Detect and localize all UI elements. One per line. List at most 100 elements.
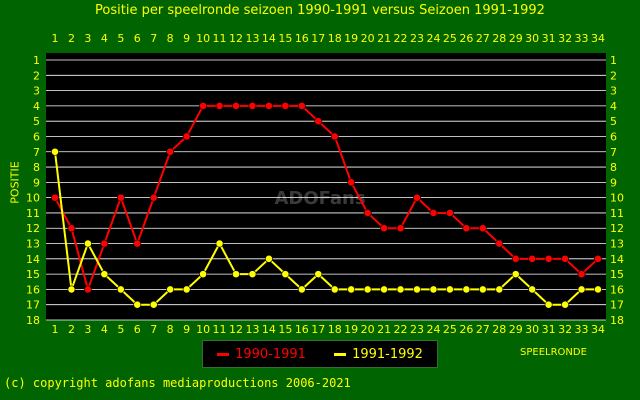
x-tick-bottom-6: 6 [134, 323, 141, 336]
point-1990-1991-r7 [149, 193, 158, 202]
x-tick-bottom-16: 16 [295, 323, 309, 336]
x-tick-top-26: 26 [459, 32, 473, 45]
legend-item-1991: 1991-1992 [334, 347, 423, 362]
point-1991-1992-r11 [215, 239, 224, 248]
legend-swatch-1990 [217, 352, 230, 356]
x-tick-top-23: 23 [410, 32, 424, 45]
point-1990-1991-r8 [166, 147, 175, 156]
x-tick-bottom-2: 2 [68, 323, 75, 336]
x-tick-top-27: 27 [476, 32, 490, 45]
x-tick-top-31: 31 [542, 32, 556, 45]
x-tick-top-14: 14 [262, 32, 276, 45]
point-1990-1991-r23 [413, 193, 421, 202]
point-1991-1992-r28 [495, 285, 504, 294]
legend-label-1990: 1990-1991 [235, 346, 306, 362]
y-tick-left-7: 7 [33, 146, 40, 159]
point-1990-1991-r15 [281, 101, 290, 110]
y-tick-right-14: 14 [610, 253, 624, 266]
y-tick-right-3: 3 [610, 85, 617, 98]
legend-item-1990: 1990-1991 [217, 347, 306, 362]
point-1990-1991-r20 [363, 209, 372, 217]
point-1991-1992-r12 [232, 270, 240, 279]
y-tick-left-15: 15 [26, 268, 40, 281]
point-1991-1992-r30 [528, 285, 537, 294]
point-1991-1992-r18 [330, 285, 339, 294]
watermark: ADOFans [274, 188, 365, 209]
point-1990-1991-r28 [495, 239, 504, 248]
x-tick-top-1: 1 [52, 32, 59, 45]
point-1991-1992-r5 [116, 285, 125, 294]
point-1990-1991-r9 [182, 132, 191, 141]
x-tick-top-6: 6 [134, 32, 141, 45]
x-tick-bottom-1: 1 [52, 323, 59, 336]
legend: 1990-1991 1991-1992 [202, 340, 438, 368]
y-tick-left-9: 9 [33, 176, 40, 189]
x-tick-top-28: 28 [492, 32, 506, 45]
point-1991-1992-r25 [446, 285, 454, 294]
point-1991-1992-r26 [462, 285, 471, 294]
x-tick-top-22: 22 [394, 32, 408, 45]
point-1991-1992-r22 [396, 285, 405, 294]
y-tick-left-6: 6 [33, 130, 40, 143]
chart-title: Positie per speelronde seizoen 1990-1991… [95, 3, 545, 18]
x-tick-top-25: 25 [443, 32, 457, 45]
point-1990-1991-r14 [265, 101, 273, 110]
y-tick-right-17: 17 [610, 299, 624, 312]
y-tick-left-4: 4 [33, 100, 40, 113]
x-tick-bottom-18: 18 [328, 323, 342, 336]
x-tick-bottom-26: 26 [459, 323, 473, 336]
x-tick-top-30: 30 [525, 32, 539, 45]
y-tick-right-10: 10 [610, 192, 624, 205]
point-1990-1991-r31 [544, 254, 553, 263]
point-1991-1992-r10 [199, 270, 207, 279]
point-1991-1992-r3 [84, 239, 92, 248]
x-tick-top-24: 24 [426, 32, 440, 45]
series-line-1990-1991 [54, 104, 599, 293]
y-tick-left-16: 16 [26, 283, 40, 296]
point-1991-1992-r17 [314, 270, 323, 279]
x-tick-bottom-8: 8 [167, 323, 174, 336]
point-1990-1991-r13 [248, 101, 257, 110]
point-1991-1992-r15 [281, 270, 290, 279]
y-tick-left-11: 11 [26, 207, 40, 220]
point-1991-1992-r2 [67, 285, 76, 294]
point-1990-1991-r6 [133, 239, 142, 248]
x-tick-top-34: 34 [591, 32, 605, 45]
y-tick-right-8: 8 [610, 161, 617, 174]
x-tick-bottom-4: 4 [101, 323, 108, 336]
point-1991-1992-r32 [561, 300, 569, 309]
x-tick-bottom-30: 30 [525, 323, 539, 336]
x-tick-top-33: 33 [575, 32, 589, 45]
x-tick-bottom-31: 31 [542, 323, 556, 336]
y-tick-left-10: 10 [26, 192, 40, 205]
x-tick-top-13: 13 [245, 32, 259, 45]
y-tick-right-11: 11 [610, 207, 624, 220]
point-1990-1991-r1 [51, 193, 59, 202]
y-tick-right-13: 13 [610, 238, 624, 251]
point-1991-1992-r31 [544, 300, 553, 309]
y-tick-left-18: 18 [26, 314, 40, 327]
series-line-1991-1992 [54, 151, 598, 306]
point-1991-1992-r6 [133, 300, 142, 309]
x-tick-bottom-12: 12 [229, 323, 243, 336]
y-tick-left-12: 12 [26, 222, 40, 235]
point-1991-1992-r9 [182, 285, 191, 294]
x-tick-bottom-32: 32 [558, 323, 572, 336]
x-tick-top-4: 4 [101, 32, 108, 45]
point-1991-1992-r13 [248, 270, 257, 279]
point-1991-1992-r16 [297, 285, 306, 294]
x-tick-bottom-14: 14 [262, 323, 276, 336]
x-tick-top-11: 11 [213, 32, 227, 45]
point-1990-1991-r33 [577, 270, 586, 279]
y-tick-right-1: 1 [610, 54, 617, 67]
x-tick-bottom-11: 11 [213, 323, 227, 336]
point-1990-1991-r34 [594, 254, 602, 263]
y-tick-left-1: 1 [33, 54, 40, 67]
point-1990-1991-r21 [380, 224, 388, 233]
x-tick-top-16: 16 [295, 32, 309, 45]
y-tick-right-15: 15 [610, 268, 624, 281]
point-1990-1991-r3 [84, 285, 92, 294]
point-1990-1991-r18 [330, 132, 339, 141]
x-tick-top-21: 21 [377, 32, 391, 45]
point-1990-1991-r22 [396, 224, 405, 233]
